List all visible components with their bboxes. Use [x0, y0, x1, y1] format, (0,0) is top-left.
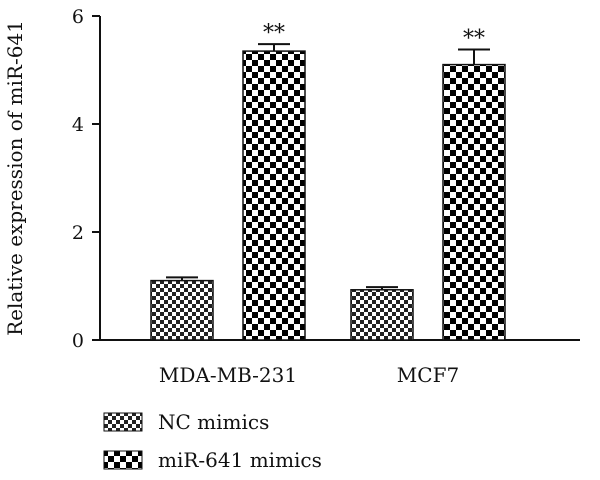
- y-tick-label: 4: [72, 114, 84, 136]
- significance-label: **: [463, 26, 485, 51]
- bar: [350, 289, 414, 341]
- bar: [242, 50, 306, 341]
- legend-swatch: [103, 412, 143, 432]
- y-tick-label: 0: [72, 330, 84, 352]
- y-axis: 0 2 4 6: [72, 6, 101, 352]
- significance-label: **: [263, 21, 285, 46]
- y-tick-label: 6: [72, 6, 84, 28]
- x-tick-label: MDA-MB-231: [159, 363, 297, 387]
- x-ticks: MDA-MB-231 MCF7: [159, 363, 459, 387]
- x-axis: MDA-MB-231 MCF7: [99, 339, 580, 387]
- bar: [442, 63, 506, 341]
- y-ticks: 0 2 4 6: [72, 6, 100, 352]
- x-tick-label: MCF7: [397, 363, 459, 387]
- bar: [150, 279, 214, 341]
- legend-swatch: [103, 450, 143, 470]
- legend: NC mimics miR-641 mimics: [103, 410, 322, 472]
- bars: ** **: [150, 21, 506, 341]
- legend-label: miR-641 mimics: [158, 448, 322, 472]
- y-tick-label: 2: [72, 222, 84, 244]
- legend-label: NC mimics: [158, 410, 269, 434]
- y-axis-title: Relative expression of miR-641: [3, 20, 27, 336]
